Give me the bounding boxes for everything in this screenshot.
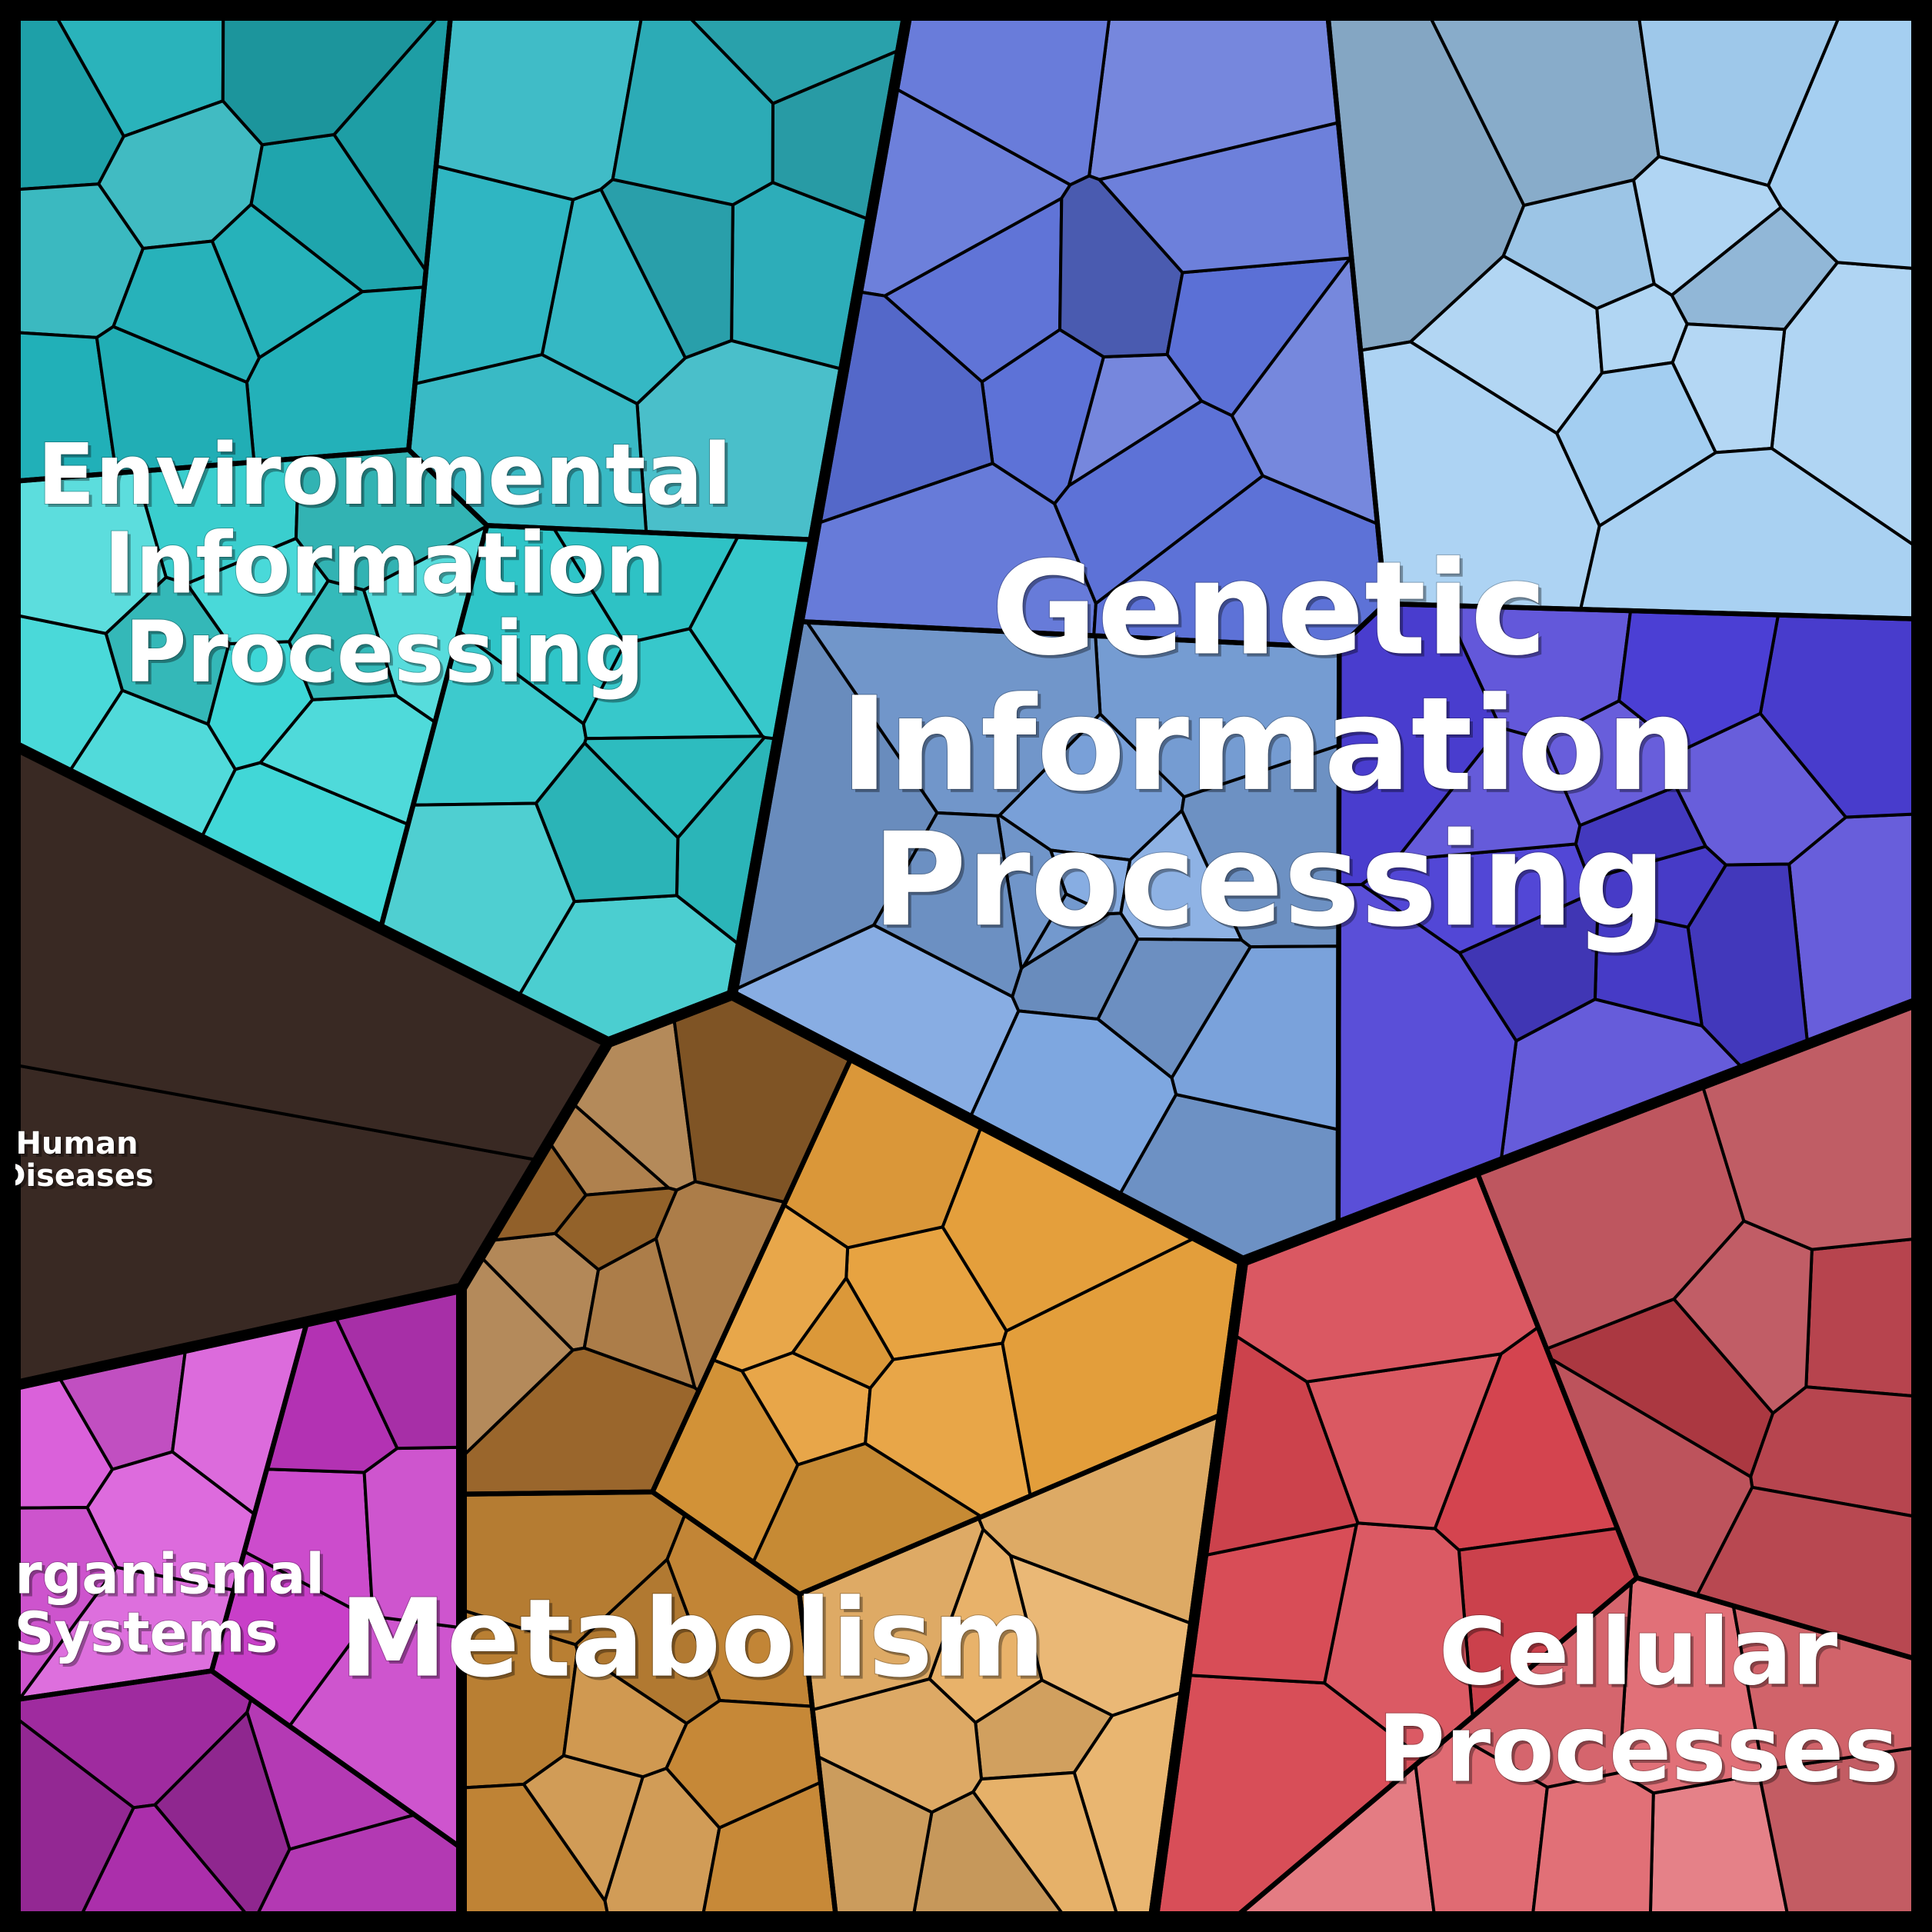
region-label: Processing xyxy=(125,603,645,701)
region-label: Diseases xyxy=(0,1158,154,1194)
region-label: Processes xyxy=(1377,1697,1899,1804)
region-label: Information xyxy=(841,669,1698,820)
region-label: Metabolism xyxy=(339,1577,1044,1702)
region-label: Human xyxy=(15,1126,138,1161)
region-label: Cellular xyxy=(1439,1600,1837,1707)
voronoi-treemap: GeneticGeneticInformationInformationProc… xyxy=(0,0,1932,1932)
region-label: Genetic xyxy=(991,533,1547,684)
region-label: Processing xyxy=(872,804,1666,955)
region-label: Organismal xyxy=(0,1542,325,1607)
leaf-cell xyxy=(1806,1239,1917,1397)
region-label: Environmental xyxy=(37,425,731,524)
region-label: Information xyxy=(104,514,665,612)
region-label: Systems xyxy=(15,1600,278,1664)
leaf-cell xyxy=(436,15,642,200)
